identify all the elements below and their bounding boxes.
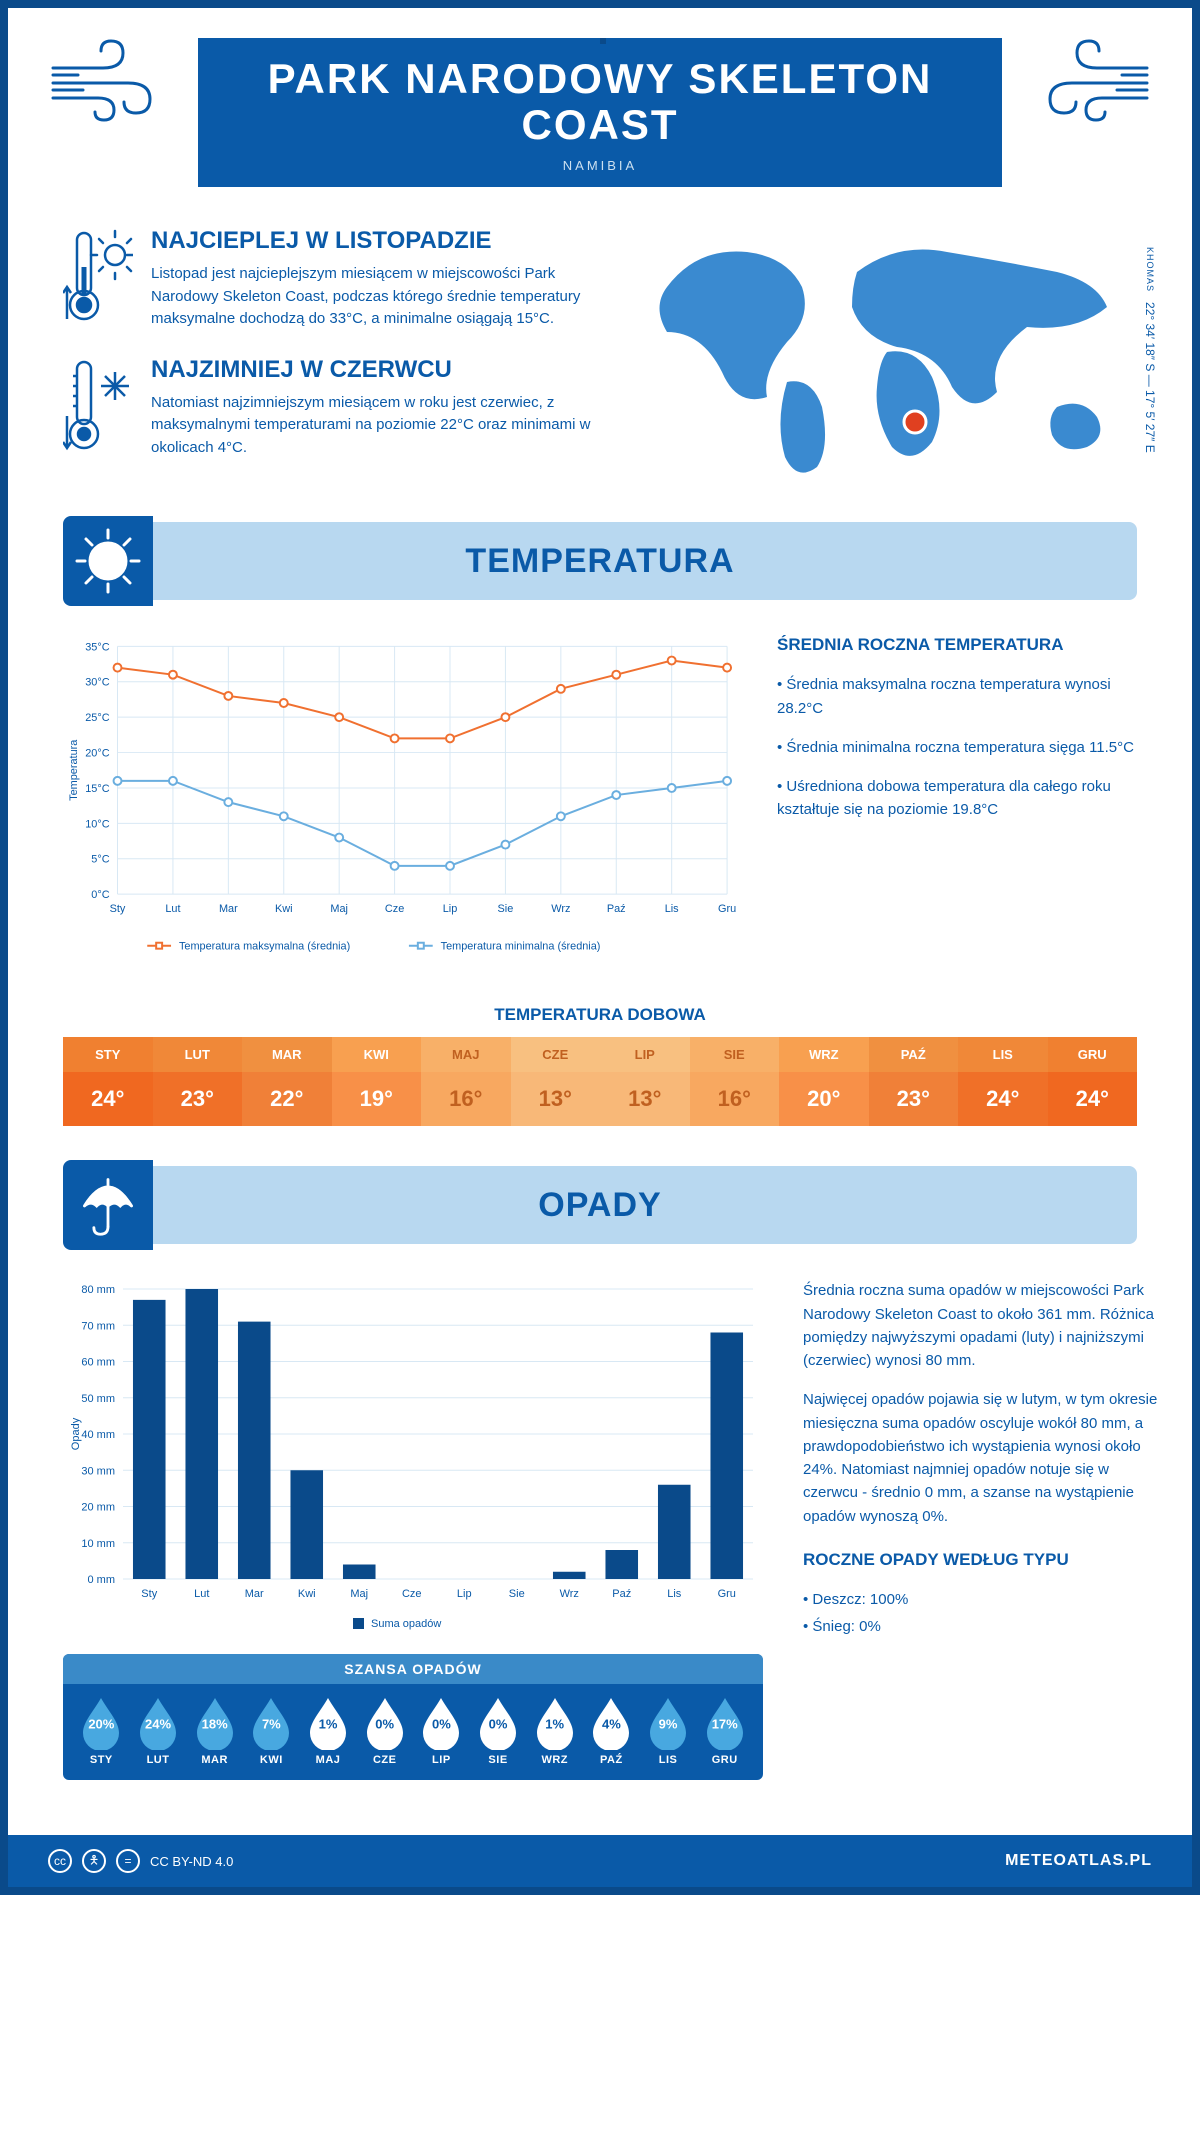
svg-text:Temperatura maksymalna (średni: Temperatura maksymalna (średnia) [179,941,350,953]
svg-text:Maj: Maj [350,1588,368,1600]
svg-text:Kwi: Kwi [298,1588,316,1600]
svg-text:5°C: 5°C [91,854,109,866]
svg-text:Sie: Sie [509,1588,525,1600]
fact-warmest-text: Listopad jest najcieplejszym miesiącem w… [151,263,597,331]
svg-text:Sty: Sty [141,1588,157,1600]
thermometer-sun-icon [63,227,133,327]
svg-text:35°C: 35°C [85,642,109,654]
svg-text:Gru: Gru [718,903,736,915]
license: cc 🯅 = CC BY-ND 4.0 [48,1849,233,1873]
intro-section: NAJCIEPLEJ W LISTOPADZIE Listopad jest n… [8,207,1192,522]
svg-text:20 mm: 20 mm [81,1502,115,1514]
svg-text:80 mm: 80 mm [81,1284,115,1296]
svg-text:Paź: Paź [607,903,626,915]
svg-text:Temperatura minimalna (średnia: Temperatura minimalna (średnia) [441,941,601,953]
fact-warmest-title: NAJCIEPLEJ W LISTOPADZIE [151,227,597,255]
wind-icon-left [48,38,178,128]
svg-text:0°C: 0°C [91,890,109,902]
svg-text:60 mm: 60 mm [81,1357,115,1369]
svg-text:Temperatura: Temperatura [68,739,80,801]
fact-coldest-text: Natomiast najzimniejszym miesiącem w rok… [151,392,597,460]
svg-text:Lip: Lip [443,903,458,915]
fact-coldest: NAJZIMNIEJ W CZERWCU Natomiast najzimnie… [63,356,597,460]
svg-text:Maj: Maj [330,903,348,915]
svg-text:50 mm: 50 mm [81,1393,115,1405]
svg-text:40 mm: 40 mm [81,1429,115,1441]
svg-text:10 mm: 10 mm [81,1538,115,1550]
svg-text:Lip: Lip [457,1588,472,1600]
svg-text:Opady: Opady [70,1418,82,1451]
map-block: KHOMAS 22° 34′ 18″ S — 17° 5′ 27″ E [637,227,1137,492]
header: PARK NARODOWY SKELETON COAST NAMIBIA [8,8,1192,207]
section-title-precipitation: OPADY [153,1186,1137,1225]
svg-text:30°C: 30°C [85,677,109,689]
svg-text:25°C: 25°C [85,713,109,725]
coordinates: KHOMAS 22° 34′ 18″ S — 17° 5′ 27″ E [1143,247,1157,453]
svg-text:Wrz: Wrz [560,1588,579,1600]
svg-text:Mar: Mar [245,1588,264,1600]
precipitation-bar-chart: 0 mm 10 mm 20 mm 30 mm 40 mm 50 mm 60 mm 70 mm 8… [63,1279,763,1639]
fact-warmest: NAJCIEPLEJ W LISTOPADZIE Listopad jest n… [63,227,597,331]
svg-text:Cze: Cze [402,1588,422,1600]
svg-text:20°C: 20°C [85,748,109,760]
precipitation-summary: Średnia roczna suma opadów w miejscowośc… [803,1279,1163,1780]
svg-text:10°C: 10°C [85,819,109,831]
svg-text:Mar: Mar [219,903,238,915]
svg-text:Sty: Sty [110,903,126,915]
svg-text:Kwi: Kwi [275,903,293,915]
daily-temp-title: TEMPERATURA DOBOWA [8,1005,1192,1025]
page-subtitle: NAMIBIA [228,158,972,173]
svg-text:Gru: Gru [718,1588,736,1600]
precipitation-chance-box: SZANSA OPADÓW 20%STY24%LUT18%MAR7%KWI1%M… [63,1654,763,1780]
wind-icon-right [1022,38,1152,128]
svg-text:70 mm: 70 mm [81,1321,115,1333]
footer: cc 🯅 = CC BY-ND 4.0 METEOATLAS.PL [8,1835,1192,1887]
daily-temp-table: STY24°LUT23°MAR22°KWI19°MAJ16°CZE13°LIP1… [63,1037,1137,1126]
svg-text:Sie: Sie [498,903,514,915]
title-block: PARK NARODOWY SKELETON COAST NAMIBIA [198,38,1002,187]
svg-text:Lut: Lut [165,903,180,915]
svg-text:Lut: Lut [194,1588,209,1600]
svg-text:Lis: Lis [667,1588,682,1600]
sun-icon [63,516,153,606]
svg-text:Paź: Paź [612,1588,631,1600]
svg-text:Wrz: Wrz [551,903,570,915]
umbrella-icon [63,1160,153,1250]
temperature-summary: ŚREDNIA ROCZNA TEMPERATURA • Średnia mak… [777,635,1137,970]
page-title: PARK NARODOWY SKELETON COAST [228,56,972,148]
svg-text:0 mm: 0 mm [88,1574,116,1586]
svg-text:15°C: 15°C [85,783,109,795]
svg-text:Suma opadów: Suma opadów [371,1618,441,1630]
by-icon: 🯅 [82,1849,106,1873]
svg-text:Cze: Cze [385,903,404,915]
nd-icon: = [116,1849,140,1873]
fact-coldest-title: NAJZIMNIEJ W CZERWCU [151,356,597,384]
section-bar-precipitation: OPADY [63,1166,1137,1244]
section-bar-temperature: TEMPERATURA [63,522,1137,600]
cc-icon: cc [48,1849,72,1873]
temperature-line-chart: 0°C 5°C 10°C 15°C 20°C 25°C 30°C 35°C Sty Lut Mar K… [63,635,737,965]
svg-text:30 mm: 30 mm [81,1466,115,1478]
svg-text:Lis: Lis [665,903,679,915]
site-name: METEOATLAS.PL [1005,1852,1152,1870]
thermometer-snow-icon [63,356,133,456]
section-title-temperature: TEMPERATURA [153,542,1137,581]
world-map-icon [637,227,1137,487]
